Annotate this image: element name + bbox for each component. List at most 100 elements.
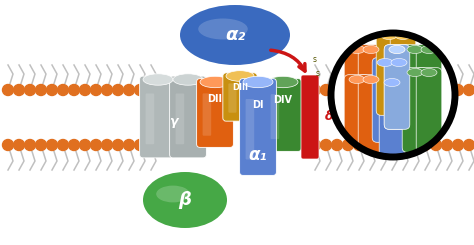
Ellipse shape <box>226 71 254 81</box>
FancyBboxPatch shape <box>202 93 211 136</box>
Text: DII: DII <box>208 94 222 104</box>
Circle shape <box>57 139 69 150</box>
Circle shape <box>101 139 112 150</box>
Circle shape <box>441 85 453 96</box>
Ellipse shape <box>389 46 405 53</box>
Ellipse shape <box>363 46 379 53</box>
FancyArrowPatch shape <box>271 50 305 71</box>
Circle shape <box>310 85 320 96</box>
Circle shape <box>46 139 57 150</box>
Ellipse shape <box>421 46 437 53</box>
Circle shape <box>430 85 441 96</box>
Circle shape <box>375 85 386 96</box>
Circle shape <box>441 139 453 150</box>
FancyBboxPatch shape <box>140 76 176 158</box>
Ellipse shape <box>407 69 423 76</box>
Ellipse shape <box>407 46 423 53</box>
Text: DIII: DIII <box>232 83 248 92</box>
Circle shape <box>25 139 36 150</box>
FancyBboxPatch shape <box>416 45 442 129</box>
FancyBboxPatch shape <box>301 75 319 159</box>
Ellipse shape <box>173 74 203 85</box>
Circle shape <box>101 85 112 96</box>
Ellipse shape <box>200 76 230 88</box>
Circle shape <box>453 85 464 96</box>
FancyBboxPatch shape <box>358 45 384 129</box>
Circle shape <box>135 85 146 96</box>
Circle shape <box>331 139 343 150</box>
Circle shape <box>69 85 80 96</box>
Circle shape <box>386 85 398 96</box>
FancyBboxPatch shape <box>416 68 442 152</box>
Circle shape <box>310 139 320 150</box>
FancyBboxPatch shape <box>358 75 384 159</box>
Ellipse shape <box>198 19 248 39</box>
Circle shape <box>464 85 474 96</box>
Text: DIV: DIV <box>273 96 292 106</box>
FancyBboxPatch shape <box>271 94 279 139</box>
Circle shape <box>2 139 13 150</box>
FancyBboxPatch shape <box>390 31 416 115</box>
Circle shape <box>365 139 375 150</box>
Circle shape <box>36 139 46 150</box>
Circle shape <box>419 139 430 150</box>
Ellipse shape <box>391 59 407 66</box>
FancyBboxPatch shape <box>379 78 405 162</box>
FancyBboxPatch shape <box>384 45 410 129</box>
Circle shape <box>398 139 409 150</box>
Circle shape <box>124 139 135 150</box>
FancyBboxPatch shape <box>384 45 410 129</box>
Ellipse shape <box>421 69 437 76</box>
Circle shape <box>80 139 91 150</box>
FancyBboxPatch shape <box>344 75 370 159</box>
Circle shape <box>13 139 25 150</box>
Circle shape <box>91 85 101 96</box>
Circle shape <box>13 85 25 96</box>
Ellipse shape <box>381 32 397 39</box>
Circle shape <box>69 139 80 150</box>
Ellipse shape <box>395 32 411 39</box>
Circle shape <box>46 85 57 96</box>
Ellipse shape <box>243 76 273 88</box>
FancyBboxPatch shape <box>246 99 254 159</box>
Circle shape <box>386 139 398 150</box>
Ellipse shape <box>384 78 400 86</box>
Ellipse shape <box>377 59 393 66</box>
Circle shape <box>2 85 13 96</box>
Circle shape <box>57 85 69 96</box>
FancyBboxPatch shape <box>264 79 301 151</box>
Circle shape <box>124 85 135 96</box>
Text: β: β <box>179 191 191 209</box>
Circle shape <box>409 139 419 150</box>
Circle shape <box>146 85 156 96</box>
Text: δ: δ <box>325 110 334 123</box>
Text: α₂: α₂ <box>225 26 245 44</box>
FancyBboxPatch shape <box>228 83 237 113</box>
Text: α₁: α₁ <box>249 146 267 164</box>
Circle shape <box>453 139 464 150</box>
Circle shape <box>36 85 46 96</box>
Ellipse shape <box>363 75 379 84</box>
Circle shape <box>331 85 343 96</box>
Ellipse shape <box>143 172 227 228</box>
Circle shape <box>112 139 124 150</box>
Circle shape <box>25 85 36 96</box>
Circle shape <box>331 33 455 157</box>
FancyBboxPatch shape <box>223 73 257 121</box>
FancyBboxPatch shape <box>402 68 428 152</box>
Text: s: s <box>313 56 317 64</box>
Circle shape <box>375 139 386 150</box>
Circle shape <box>343 139 354 150</box>
Ellipse shape <box>349 75 365 84</box>
Circle shape <box>146 139 156 150</box>
Circle shape <box>419 85 430 96</box>
Circle shape <box>343 85 354 96</box>
Ellipse shape <box>156 186 190 202</box>
Circle shape <box>430 139 441 150</box>
Circle shape <box>135 139 146 150</box>
Ellipse shape <box>389 46 405 53</box>
Circle shape <box>320 85 331 96</box>
Text: s: s <box>316 70 320 78</box>
Text: DI: DI <box>252 99 264 110</box>
Circle shape <box>80 85 91 96</box>
